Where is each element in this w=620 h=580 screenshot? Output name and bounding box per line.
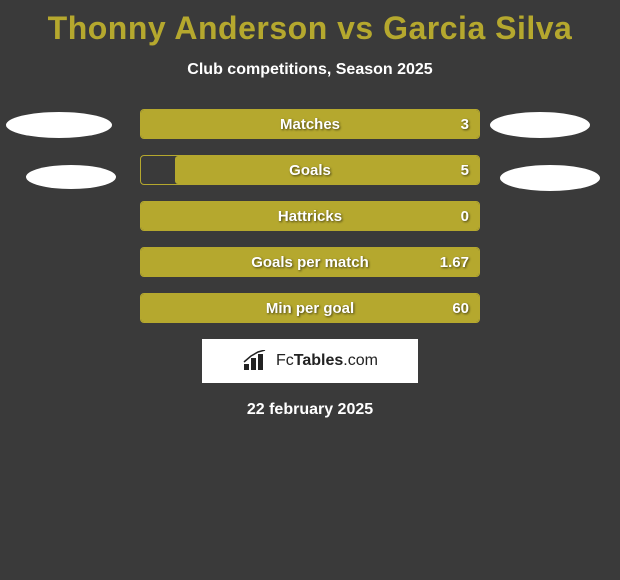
stat-row: Goals per match1.67 [140,247,480,277]
stat-row: Hattricks0 [140,201,480,231]
stat-value: 3 [461,110,469,140]
stat-value: 5 [461,156,469,186]
comparison-title: Thonny Anderson vs Garcia Silva [0,0,620,47]
logo-prefix: Fc [276,352,294,369]
stat-row: Goals5 [140,155,480,185]
comparison-subtitle: Club competitions, Season 2025 [0,61,620,79]
bars-icon [242,350,272,372]
logo-text: FcTables.com [276,352,378,370]
logo-bold: Tables [294,352,344,369]
silhouette-ellipse [490,112,590,138]
stat-label: Goals [141,156,479,186]
silhouette-ellipse [500,165,600,191]
stat-label: Matches [141,110,479,140]
stats-area: Matches3 Goals5 Hattricks0 Goals per match1… [0,109,620,323]
stat-label: Goals per match [141,248,479,278]
stat-label: Min per goal [141,294,479,324]
logo-suffix: .com [343,352,378,369]
silhouette-ellipse [26,165,116,189]
stat-row: Min per goal60 [140,293,480,323]
stat-row: Matches3 [140,109,480,139]
stat-label: Hattricks [141,202,479,232]
silhouette-ellipse [6,112,112,138]
stat-value: 1.67 [440,248,469,278]
stat-value: 0 [461,202,469,232]
snapshot-date: 22 february 2025 [0,401,620,419]
stat-value: 60 [452,294,469,324]
fctables-logo: FcTables.com [202,339,418,383]
